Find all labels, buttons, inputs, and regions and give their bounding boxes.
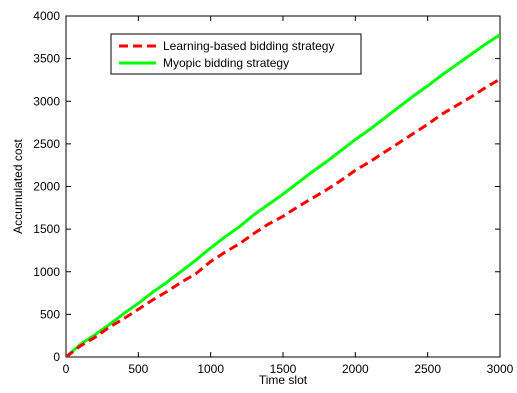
x-tick-label: 0 bbox=[63, 362, 70, 376]
y-tick-label: 2000 bbox=[33, 180, 60, 194]
legend-box bbox=[110, 33, 362, 75]
y-tick-label: 500 bbox=[40, 307, 60, 321]
x-tick-label: 2000 bbox=[342, 362, 369, 376]
y-tick-label: 1500 bbox=[33, 222, 60, 236]
x-axis-label: Time slot bbox=[259, 373, 308, 387]
series-line-myopic bbox=[66, 33, 500, 357]
y-tick-label: 4000 bbox=[33, 9, 60, 23]
y-tick-label: 1000 bbox=[33, 265, 60, 279]
y-tick-label: 0 bbox=[53, 350, 60, 364]
y-axis-label: Accumulated cost bbox=[11, 138, 25, 233]
x-tick-label: 3000 bbox=[487, 362, 514, 376]
legend-label: Learning-based bidding strategy bbox=[163, 39, 334, 53]
series-line-learning-based bbox=[66, 77, 500, 357]
y-tick-label: 2500 bbox=[33, 137, 60, 151]
y-tick-label: 3000 bbox=[33, 94, 60, 108]
x-tick-label: 1000 bbox=[197, 362, 224, 376]
x-tick-label: 2500 bbox=[414, 362, 441, 376]
x-tick-label: 1500 bbox=[270, 362, 297, 376]
legend-label: Myopic bidding strategy bbox=[163, 56, 289, 70]
y-tick-label: 3500 bbox=[33, 52, 60, 66]
x-tick-label: 500 bbox=[128, 362, 148, 376]
